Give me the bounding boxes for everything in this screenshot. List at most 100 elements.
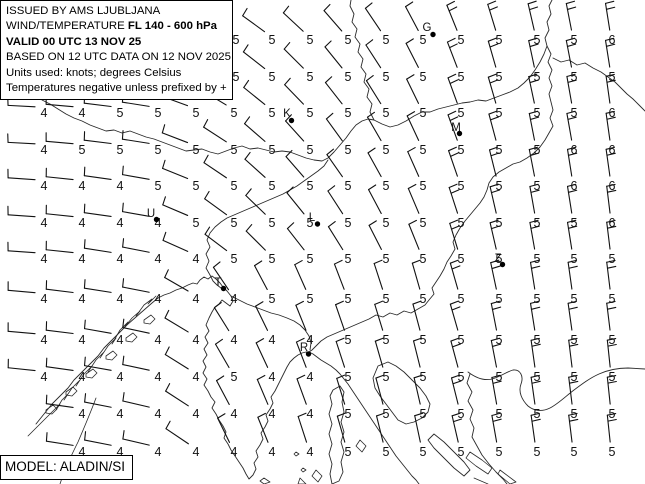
wind-barb-feather [568,265,578,269]
wind-barb-staff [7,104,36,108]
border-italy-slovenia-west [205,159,329,289]
wind-barb-staff [528,113,536,141]
wind-barb-staff [528,149,536,177]
temperature-label: 4 [117,252,124,266]
wind-barb: 4 [164,269,200,306]
temperature-label: 4 [117,370,124,384]
temperature-label: 4 [231,445,238,459]
wind-barb-feather [567,259,577,263]
temperature-label: 4 [117,407,124,421]
units-text: Units used: knots; degrees Celsius [6,66,182,79]
wind-barb: 4 [295,300,314,347]
wind-barb-feather [164,346,170,356]
temperature-label: 5 [193,143,200,157]
wind-barb: 5 [528,146,541,193]
wind-barb: 5 [365,39,390,84]
wind-barb: 4 [83,319,124,347]
wind-barb: 6 [605,146,616,193]
wind-barb-staff [256,378,269,405]
temperature-label: 6 [609,216,616,230]
wind-barb-staff [242,51,266,70]
wind-barb-staff [45,329,74,335]
temperature-label: 4 [193,252,200,266]
wind-barb: 5 [326,148,352,193]
wind-barb: 5 [446,0,465,47]
issue-info-box: ISSUED BY AMS LJUBLJANA WIND/TEMPERATURE… [0,0,233,101]
wind-barb-staff [83,328,112,334]
wind-barb-staff [162,239,189,252]
wind-barb-feather [531,380,541,384]
temperature-label: 5 [307,70,314,84]
temperature-label: 5 [458,333,465,347]
temperature-label: 5 [383,106,390,120]
station-dot [314,221,321,227]
wind-barb: 4 [164,346,200,384]
wind-barb-feather [243,79,250,89]
wind-barb-feather [605,6,616,10]
wind-barb-feather [490,259,500,264]
temperature-label: 4 [79,292,86,306]
station-marker-K: K [283,108,295,124]
wind-barb-feather [492,418,502,422]
wind-barb-staff [451,415,459,443]
wind-barb-feather [84,431,87,441]
island-cres [328,385,345,484]
wind-barb-feather [606,265,617,269]
wind-barb-staff [566,75,573,104]
wind-barb-staff [412,340,421,368]
temperature-label: 5 [571,106,578,120]
wind-barb-feather [606,300,616,304]
wind-barb: 5 [530,412,541,459]
wind-barb: 5 [447,110,465,157]
temperature-label: 5 [231,143,238,157]
wind-barb: 4 [7,168,48,193]
temperature-label: 5 [534,106,541,120]
temperature-label: 5 [231,179,238,193]
wind-barb-feather [121,130,124,140]
wind-barb: 5 [286,222,314,266]
wind-barb: 5 [204,190,238,230]
temperature-label: 5 [307,216,314,230]
temperature-label: 5 [496,252,503,266]
wind-barb-staff [565,40,573,68]
wind-barb-feather [448,6,458,12]
wind-barb-feather [568,380,579,384]
temperature-label: 5 [458,370,465,384]
wind-barb-staff [244,158,266,178]
wind-barb-feather [446,37,456,43]
wind-barb: 5 [491,412,503,459]
wind-barb: 4 [121,202,162,230]
wind-barb-staff [161,132,189,144]
wind-barb-feather [323,3,331,12]
wind-barb-staff [529,221,536,250]
wind-barb-staff [244,123,266,142]
wind-barb-feather [121,165,124,176]
wind-barb-staff [203,126,227,143]
wind-barb-feather [529,259,540,263]
wind-barb-staff [406,115,420,141]
wind-barb: 5 [488,146,503,193]
wind-barb-staff [164,276,189,292]
temperature-label: 5 [383,179,390,193]
wind-barb-feather [529,116,540,121]
station-letter: G [423,22,432,34]
valid-time-text: VALID 00 UTC 13 NOV 25 [6,35,142,48]
wind-barb-feather [366,111,376,118]
wind-barb-staff [335,304,345,331]
temperature-label: 5 [458,33,465,47]
station-marker-L: L [309,212,321,227]
wind-barb-staff [7,330,36,335]
temperature-label: 5 [420,33,427,47]
wind-barb-feather [566,219,577,223]
wind-barb-feather [165,420,171,430]
wind-barb-staff [84,439,112,446]
wind-barb: 5 [527,0,541,47]
temperature-label: 5 [534,70,541,84]
wind-barb-staff [45,366,74,371]
wind-barb-staff [122,327,150,334]
wind-barb-feather [295,300,305,306]
wind-barb-feather [204,226,211,235]
temperature-label: 5 [269,33,276,47]
temperature-label: 4 [231,292,238,306]
temperature-label: 5 [345,216,352,230]
